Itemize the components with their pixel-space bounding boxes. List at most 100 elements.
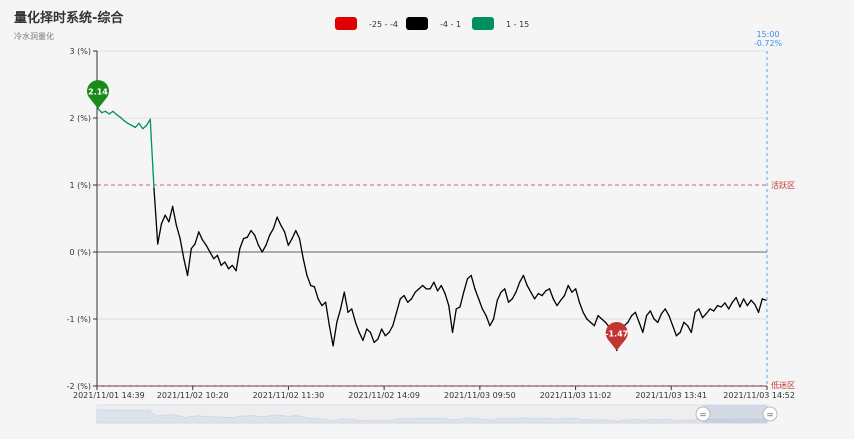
series-segment [694, 308, 700, 313]
series-segment [384, 331, 390, 337]
series-segment [750, 299, 756, 305]
x-tick-label: 2021/11/03 11:02 [540, 391, 612, 400]
series-segment [601, 318, 607, 324]
series-segment [668, 314, 674, 327]
series-segment [171, 205, 178, 226]
crosshair-value: -0.72% [754, 39, 783, 48]
series-segment [358, 331, 364, 342]
series-segment [145, 118, 151, 127]
series-segment [190, 243, 196, 250]
series-segment [261, 244, 267, 253]
series-segment [436, 284, 442, 292]
series-segment [403, 294, 409, 303]
series-segment [347, 308, 353, 313]
series-segment [414, 288, 420, 293]
series-segment [716, 304, 722, 308]
series-segment [638, 321, 644, 334]
series-segment [399, 294, 405, 300]
legend-swatch-high[interactable] [472, 17, 494, 30]
legend-swatch-low[interactable] [335, 17, 357, 30]
legend-label-high[interactable]: 1 - 15 [506, 20, 529, 29]
slider-handle-right[interactable] [762, 406, 778, 422]
series-segment [313, 286, 319, 300]
legend-label-low[interactable]: -25 - -4 [369, 20, 398, 29]
series-segment [101, 110, 107, 114]
min-marker[interactable]: -1.47 [605, 321, 628, 351]
grid-lines [97, 50, 767, 320]
series-segment [593, 314, 599, 327]
series-segment [127, 122, 133, 127]
x-tick-label: 2021/11/02 11:30 [253, 391, 325, 400]
min-marker-pin[interactable] [605, 321, 628, 351]
series-segment [754, 303, 760, 313]
series-segment [686, 325, 693, 334]
series-segment [489, 318, 495, 327]
series-segment [164, 214, 170, 223]
series-segment [373, 338, 379, 344]
series-segment [645, 310, 651, 317]
series-segment [451, 308, 457, 334]
legend-swatch-mid[interactable] [406, 17, 428, 30]
series-segment [220, 261, 226, 267]
series-segment [339, 291, 345, 310]
series-segment [713, 304, 719, 312]
series-segment [500, 288, 506, 293]
max-marker-label: 2.14 [88, 88, 108, 97]
series-segment [533, 292, 540, 300]
series-segment [597, 314, 603, 320]
max-marker-pin[interactable] [87, 80, 110, 109]
series-segment [444, 292, 450, 307]
series-segment [324, 301, 331, 327]
y-tick-label: 1 (%) [70, 181, 91, 190]
series-segment [463, 278, 469, 293]
series-segment [388, 325, 394, 334]
slider-handle-left-icon: = [699, 411, 707, 421]
x-tick-label: 2021/11/02 14:09 [348, 391, 420, 400]
series-segment [287, 237, 293, 246]
series-segment [541, 290, 547, 297]
series-segment [112, 110, 118, 116]
series-segment [407, 298, 413, 303]
series-segment [522, 274, 528, 287]
y-tick-label: 2 (%) [70, 114, 91, 123]
series-segment [239, 237, 245, 250]
y-tick-label: 0 (%) [70, 248, 91, 257]
series-segment [310, 284, 316, 288]
series-segment [198, 231, 204, 241]
slider-handle-right-icon: = [766, 411, 774, 421]
series-segment [690, 311, 696, 334]
legend-label-mid[interactable]: -4 - 1 [440, 20, 461, 29]
series-segment [231, 264, 237, 272]
series-segment [422, 284, 428, 290]
series-segment [571, 288, 577, 293]
series-segment [683, 321, 689, 327]
chart-subtitle: 冷水洞量化 [14, 31, 54, 41]
series-segment [477, 298, 484, 310]
series-segment [354, 321, 360, 334]
series-segment [116, 114, 122, 118]
series-segment [575, 288, 581, 303]
series-segment [205, 244, 211, 253]
slider-handle-left[interactable] [695, 406, 711, 422]
series-segment [757, 298, 763, 313]
y-tick-label: 3 (%) [70, 47, 91, 56]
max-marker[interactable]: 2.14 [87, 80, 110, 109]
series-segment [362, 328, 368, 342]
x-tick-label: 2021/11/02 10:20 [157, 391, 229, 400]
upper-zone-label: 活跃区 [771, 180, 795, 190]
x-tick-label: 2021/11/03 13:41 [635, 391, 707, 400]
series-segment [720, 302, 726, 308]
series-segment [649, 310, 655, 320]
series-segment [302, 258, 308, 277]
series-segment [179, 237, 185, 260]
series-segment [328, 325, 334, 347]
data-zoom-slider[interactable]: = = [96, 404, 778, 424]
series-segment [213, 254, 219, 260]
y-tick-label: -1 (%) [67, 315, 91, 324]
slider-window[interactable] [703, 405, 767, 423]
series-segment [560, 294, 566, 301]
legend[interactable]: -25 - -4 -4 - 1 1 - 15 [335, 17, 529, 30]
series-segment [134, 122, 140, 129]
series-segment [201, 239, 207, 246]
series-segment [511, 291, 517, 300]
